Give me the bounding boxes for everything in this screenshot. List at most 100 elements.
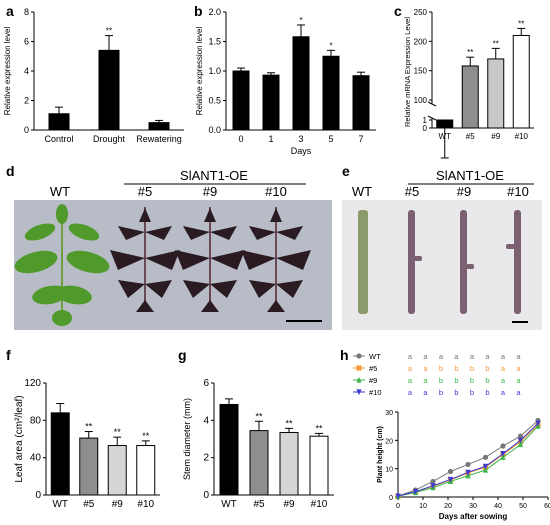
wt-leaf bbox=[14, 204, 110, 326]
bar bbox=[279, 431, 299, 496]
data-point bbox=[517, 437, 524, 444]
significance-label: ** bbox=[518, 19, 524, 28]
data-point bbox=[482, 454, 489, 460]
data-point bbox=[447, 476, 454, 483]
photo-e-line5-label: #5 bbox=[405, 184, 419, 199]
series-line bbox=[397, 424, 539, 497]
significance-letter: b bbox=[485, 376, 489, 385]
photo-d-leaves bbox=[14, 200, 332, 330]
significance-letter: a bbox=[423, 352, 428, 361]
significance-letter: b bbox=[454, 388, 458, 397]
y-tick-label: 1 bbox=[423, 116, 428, 125]
y-tick-label: 4 bbox=[24, 66, 29, 76]
x-tick-label: WT bbox=[439, 132, 452, 141]
panel-label-a: a bbox=[6, 3, 14, 19]
x-tick-label: #10 bbox=[311, 499, 328, 510]
oe9-leaf bbox=[175, 207, 245, 312]
wt-stem bbox=[358, 210, 368, 314]
axis-break-mark bbox=[427, 101, 437, 107]
significance-letter: a bbox=[408, 364, 413, 373]
bar bbox=[50, 412, 70, 496]
significance-letter: a bbox=[423, 388, 428, 397]
bar bbox=[512, 34, 530, 129]
x-tick-label: WT bbox=[52, 499, 68, 510]
x-tick-label: 1 bbox=[268, 134, 273, 144]
panel-label-c: c bbox=[394, 3, 402, 19]
series-line bbox=[397, 420, 539, 497]
chart-c-mrna-expression: 01 100 150 200 250 WT ** #5 ** #9 ** #10 Relative mR… bbox=[403, 8, 534, 159]
x-axis-label: Days bbox=[291, 146, 312, 156]
bar bbox=[249, 430, 269, 496]
significance-label: ** bbox=[106, 27, 112, 36]
bar bbox=[107, 445, 127, 496]
significance-label: ** bbox=[467, 48, 473, 57]
data-point bbox=[500, 454, 506, 460]
x-tick-label: 5 bbox=[328, 134, 333, 144]
y-axis-label: Relative mRNA Expression Level bbox=[403, 17, 412, 127]
data-point bbox=[500, 451, 506, 457]
data-point bbox=[465, 469, 471, 476]
bar bbox=[98, 49, 120, 131]
significance-letter: a bbox=[423, 364, 428, 373]
y-tick-label: 40 bbox=[30, 453, 42, 464]
photo-d-line10-label: #10 bbox=[265, 184, 287, 199]
significance-letter: a bbox=[408, 376, 413, 385]
panel-label-f: f bbox=[6, 347, 11, 363]
significance-letter: a bbox=[470, 352, 475, 361]
significance-letter: a bbox=[423, 376, 428, 385]
y-tick-label: 2 bbox=[24, 96, 29, 106]
data-point bbox=[395, 493, 401, 500]
significance-letter: a bbox=[408, 388, 413, 397]
bar bbox=[487, 58, 505, 129]
y-axis-label: Stem diameter (mm) bbox=[182, 398, 192, 480]
x-tick-label: #5 bbox=[253, 499, 265, 510]
x-tick-label: 50 bbox=[519, 503, 527, 510]
x-tick-label: #5 bbox=[466, 132, 475, 141]
bar bbox=[232, 70, 250, 131]
significance-letter: a bbox=[516, 352, 521, 361]
significance-letter: b bbox=[439, 388, 443, 397]
significance-letter: a bbox=[516, 364, 521, 373]
data-point bbox=[356, 389, 362, 396]
significance-letter: a bbox=[501, 388, 506, 397]
x-tick-label: 40 bbox=[494, 503, 502, 510]
bar bbox=[352, 75, 370, 131]
photo-d-wt-label: WT bbox=[50, 184, 70, 199]
oe5-stem bbox=[408, 210, 422, 314]
bar bbox=[262, 74, 280, 131]
x-tick-label: WT bbox=[221, 499, 237, 510]
data-point bbox=[517, 433, 524, 439]
y-tick-label: 80 bbox=[30, 415, 42, 426]
significance-letter: a bbox=[439, 352, 444, 361]
photo-e-wt-label: WT bbox=[352, 184, 372, 199]
chart-b-expression-days: 0.0 0.5 1.0 1.5 2.0 0 1 * 3 * 5 7 Relative expressio… bbox=[195, 7, 376, 156]
significance-letter: a bbox=[408, 352, 413, 361]
data-point bbox=[356, 353, 362, 359]
significance-label: ** bbox=[85, 422, 93, 432]
significance-letter: a bbox=[501, 352, 506, 361]
chart-a-expression-stress: 0 2 4 6 8 Control ** Drought Rewatering Relative … bbox=[3, 7, 184, 144]
data-point bbox=[465, 461, 471, 468]
oe9-stem bbox=[460, 210, 474, 314]
x-tick-label: 0 bbox=[396, 503, 400, 510]
x-tick-label: Control bbox=[44, 134, 73, 144]
oe10-stem bbox=[506, 210, 521, 314]
x-tick-label: 10 bbox=[419, 503, 427, 510]
oe10-leaf bbox=[241, 207, 311, 312]
y-tick-label: 10 bbox=[385, 467, 393, 474]
bar bbox=[461, 65, 479, 129]
series-line bbox=[397, 425, 539, 497]
y-axis-label: Leaf area (cm²/leaf) bbox=[14, 395, 25, 482]
significance-label: ** bbox=[255, 411, 263, 421]
chart-f-leaf-area: 0 40 80 120 WT ** #5 ** #9 ** #10 Leaf area (cm²/le… bbox=[14, 378, 160, 510]
data-point bbox=[500, 443, 506, 449]
series-line bbox=[397, 422, 539, 497]
y-tick-label: 0 bbox=[423, 124, 428, 133]
bar bbox=[309, 435, 329, 496]
significance-label: ** bbox=[285, 418, 293, 428]
y-tick-label: 200 bbox=[414, 37, 428, 46]
significance-label: ** bbox=[114, 427, 122, 437]
x-tick-label: #9 bbox=[283, 499, 295, 510]
significance-letter: a bbox=[516, 376, 521, 385]
